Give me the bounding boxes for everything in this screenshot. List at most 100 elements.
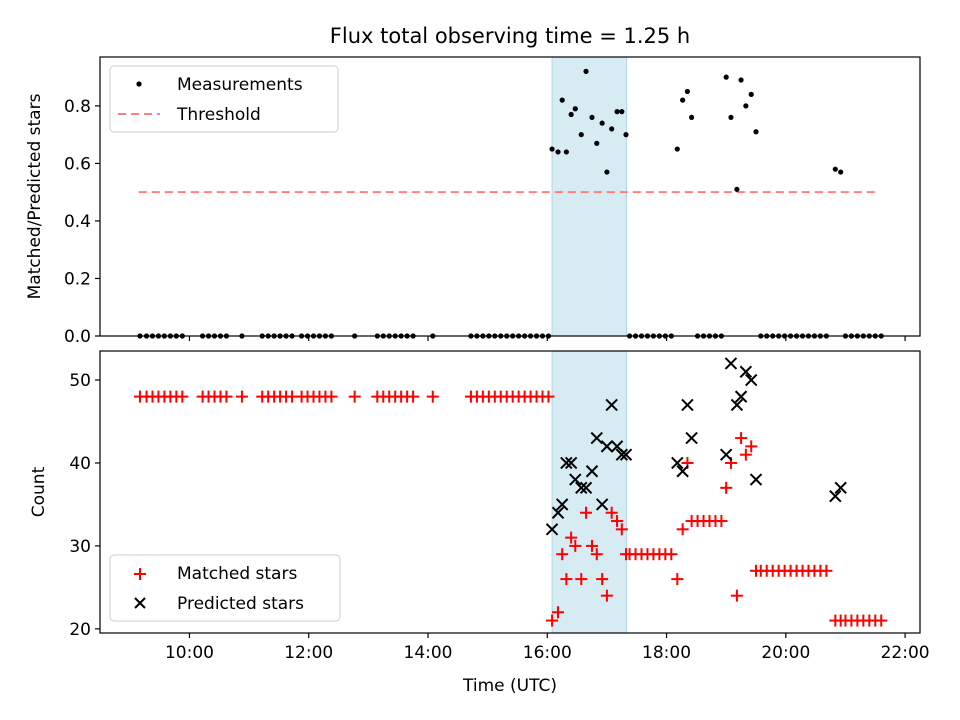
matched-star-point	[580, 506, 593, 519]
measurement-point	[838, 169, 844, 175]
predicted-star-point	[600, 440, 614, 453]
x-tick-label: 12:00	[284, 643, 333, 663]
x-tick-label: 16:00	[523, 643, 572, 663]
matched-star-point	[739, 448, 752, 461]
predicted-star-point	[560, 456, 573, 470]
measurement-point	[728, 114, 734, 121]
predicted-star-point	[564, 456, 578, 470]
predicted-star-point	[555, 498, 569, 511]
legend-measurement-marker	[136, 81, 142, 87]
measurement-point	[623, 132, 629, 138]
matched-star-point	[596, 573, 609, 586]
matched-star-point	[542, 390, 555, 403]
predicted-star-point	[595, 498, 609, 511]
measurement-point	[609, 126, 615, 132]
y-tick-label: 50	[69, 371, 91, 391]
measurement-point	[559, 97, 565, 103]
bottom-legend: Matched stars Predicted stars	[109, 554, 341, 622]
top-panel: 0.00.20.40.60.8 Matched/Predicted stars …	[25, 56, 921, 347]
measurement-point	[549, 146, 555, 152]
y-tick-label: 40	[69, 454, 91, 474]
predicted-star-point	[734, 390, 748, 403]
matched-star-point	[735, 432, 748, 445]
bottom-x-ticks: 10:00 12:00 14:00 16:00 18:00 20:00 22:00	[165, 633, 930, 663]
y-tick-label: 0.2	[64, 269, 91, 289]
x-tick-label: 10:00	[165, 643, 214, 663]
legend-measurements-label: Measurements	[177, 75, 303, 95]
predicted-star-point	[719, 448, 733, 461]
matched-star-point	[426, 390, 439, 403]
predicted-star-point	[829, 489, 842, 503]
matched-star-point	[176, 390, 189, 403]
measurement-point	[688, 114, 695, 121]
measurement-point	[589, 114, 595, 121]
y-tick-label: 20	[69, 620, 91, 640]
legend-predicted-label: Predicted stars	[177, 594, 304, 614]
matched-star-point	[546, 614, 559, 627]
measurement-points	[137, 68, 884, 339]
predicted-star-point	[834, 481, 847, 495]
predicted-star-point	[605, 398, 618, 412]
matched-stars-points	[133, 390, 888, 627]
matched-star-point	[671, 573, 684, 586]
predicted-star-point	[615, 448, 629, 461]
bottom-panel: 20 30 40 50 10:00 12:00 14:00 16:00 18:00 20:00 2…	[29, 350, 930, 696]
measurement-point	[614, 109, 620, 115]
top-axes-frame	[99, 56, 921, 337]
predicted-star-point	[685, 431, 698, 445]
predicted-star-point	[676, 465, 689, 478]
matched-star-point	[720, 481, 733, 494]
matched-star-point	[605, 506, 618, 519]
matched-star-point	[586, 539, 598, 552]
matched-star-point	[552, 606, 565, 619]
observing-window-shade	[551, 56, 628, 337]
matched-star-point	[820, 564, 833, 577]
predicted-star-point	[585, 465, 599, 478]
matched-star-point	[407, 390, 420, 403]
legend-matched-label: Matched stars	[177, 564, 297, 584]
measurement-point	[594, 140, 600, 146]
matched-star-point	[676, 523, 689, 536]
predicted-star-point	[730, 398, 744, 412]
measurement-point	[684, 88, 691, 95]
predicted-stars-points	[545, 357, 847, 536]
matched-star-point	[875, 614, 888, 627]
legend-threshold-label: Threshold	[176, 105, 261, 125]
predicted-star-point	[724, 357, 738, 370]
y-tick-label: 0.4	[64, 212, 91, 232]
matched-star-point	[569, 539, 582, 552]
predicted-star-point	[749, 473, 763, 486]
measurement-point	[563, 149, 569, 155]
predicted-star-point	[551, 506, 565, 519]
matched-star-point	[348, 390, 361, 403]
predicted-star-point	[569, 473, 582, 486]
top-y-ticks: 0.0 0.2 0.4 0.6 0.8	[64, 97, 100, 347]
x-tick-label: 20:00	[761, 643, 810, 663]
bottom-y-ticks: 20 30 40 50	[69, 371, 100, 640]
measurement-point	[832, 166, 838, 172]
y-tick-label: 0.8	[64, 97, 91, 117]
legend-predicted-marker	[134, 597, 146, 609]
top-y-axis-label: Matched/Predicted stars	[25, 93, 45, 299]
matched-star-point	[325, 390, 338, 403]
predicted-star-point	[739, 365, 753, 378]
y-tick-label: 0.0	[64, 327, 91, 347]
matched-star-point	[590, 548, 603, 561]
predicted-star-point	[681, 398, 694, 412]
measurement-point	[753, 129, 759, 135]
matched-star-point	[611, 515, 624, 528]
x-tick-label: 14:00	[404, 643, 453, 663]
x-tick-label: 22:00	[881, 643, 930, 663]
predicted-star-point	[590, 431, 603, 445]
measurement-point	[604, 169, 610, 175]
y-tick-label: 0.6	[64, 154, 91, 174]
y-tick-label: 30	[69, 537, 91, 557]
measurement-point	[572, 106, 578, 112]
x-axis-label: Time (UTC)	[462, 676, 557, 696]
top-x-ticks	[188, 336, 906, 341]
matched-star-point	[565, 531, 578, 544]
measurement-point	[619, 109, 625, 115]
measurement-point	[674, 146, 680, 152]
measurement-point	[578, 132, 584, 138]
measurement-point	[555, 149, 561, 155]
